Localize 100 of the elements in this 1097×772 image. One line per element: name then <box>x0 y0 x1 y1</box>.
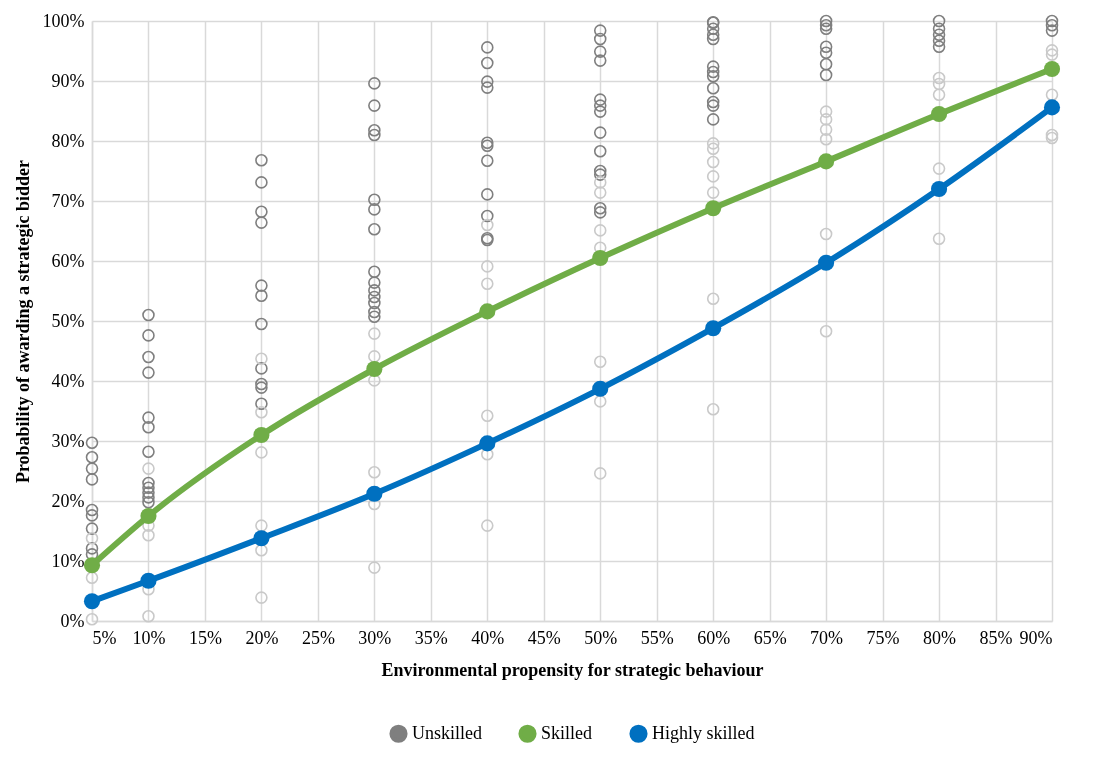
x-tick-label: 20% <box>245 627 279 648</box>
x-tick-label: 60% <box>697 627 731 648</box>
point <box>366 485 383 502</box>
point <box>255 543 268 557</box>
y-tick-label: 30% <box>51 430 85 451</box>
point <box>931 105 948 123</box>
x-tick-label: 15% <box>188 627 222 648</box>
x-axis-title: Environmental propensity for strategic behaviour <box>381 659 764 680</box>
x-tick-label: 10% <box>132 627 166 648</box>
point <box>593 176 607 189</box>
point <box>706 292 720 306</box>
point <box>1045 88 1059 102</box>
point <box>593 467 607 480</box>
y-tick-label: 100% <box>42 10 85 31</box>
point <box>593 224 607 237</box>
point <box>592 249 609 267</box>
y-tick-label: 20% <box>51 490 85 511</box>
point <box>142 528 155 542</box>
point <box>593 186 607 199</box>
x-tick-label: 75% <box>866 627 900 648</box>
legend-label: Highly skilled <box>652 722 755 743</box>
x-tick-label: 40% <box>471 627 505 648</box>
point <box>1045 48 1059 61</box>
y-tick-label: 0% <box>60 610 85 631</box>
point <box>140 572 157 589</box>
point <box>705 200 722 217</box>
legend-label: Skilled <box>541 722 593 743</box>
point <box>85 571 99 585</box>
y-tick-label: 40% <box>51 370 85 391</box>
point <box>479 303 496 320</box>
point <box>83 557 101 574</box>
point <box>255 446 268 459</box>
point <box>479 435 496 452</box>
point <box>368 327 381 340</box>
y-tick-label: 90% <box>51 70 85 91</box>
point <box>819 105 833 118</box>
point <box>255 519 268 532</box>
y-tick-label: 80% <box>51 130 85 151</box>
legend-label: Unskilled <box>412 722 482 743</box>
x-tick-label: 25% <box>301 627 335 648</box>
point <box>932 162 946 175</box>
point <box>705 320 722 337</box>
point <box>819 132 833 146</box>
point <box>932 71 946 85</box>
point <box>142 462 155 475</box>
point <box>481 260 494 273</box>
point <box>706 186 720 199</box>
y-tick-label: 50% <box>51 310 85 331</box>
point <box>932 77 946 91</box>
point <box>481 519 494 532</box>
y-tick-label: 70% <box>51 190 85 211</box>
point <box>366 360 383 378</box>
x-tick-label: 80% <box>923 627 957 648</box>
x-tick-label: 85% <box>979 627 1013 648</box>
y-tick-label: 10% <box>51 550 85 571</box>
point <box>819 123 833 136</box>
point <box>932 232 946 246</box>
x-tick-label: 70% <box>810 627 844 648</box>
point <box>706 137 720 150</box>
point <box>368 350 381 363</box>
point <box>255 591 268 604</box>
point <box>706 155 720 169</box>
x-tick-label: 50% <box>584 627 618 648</box>
point <box>1043 99 1061 116</box>
point <box>932 88 946 102</box>
point <box>368 465 381 479</box>
point <box>592 380 609 397</box>
point <box>481 218 494 232</box>
point <box>368 561 381 574</box>
point <box>818 153 835 170</box>
point <box>818 254 835 271</box>
x-tick-label: 35% <box>414 627 448 648</box>
x-tick-label: 90% <box>1019 627 1053 648</box>
point <box>140 507 157 525</box>
x-tick-label: 45% <box>527 627 561 648</box>
x-tick-label: 55% <box>640 627 674 648</box>
x-tick-label: 5% <box>92 627 117 648</box>
point <box>83 593 101 610</box>
point <box>255 405 268 419</box>
point <box>481 277 494 291</box>
point <box>931 180 948 198</box>
point <box>253 530 270 547</box>
point <box>706 170 720 183</box>
point <box>819 227 833 241</box>
y-tick-label: 60% <box>51 250 85 271</box>
point <box>593 395 607 408</box>
point <box>255 352 268 366</box>
x-tick-label: 30% <box>358 627 392 648</box>
point <box>593 355 607 369</box>
point <box>706 142 720 156</box>
point <box>819 324 833 338</box>
point <box>85 531 99 545</box>
point <box>1045 44 1059 57</box>
point <box>481 409 494 423</box>
point <box>706 402 720 416</box>
y-axis-title: Probability of awarding a strategic bidder <box>12 159 33 484</box>
point <box>253 426 270 444</box>
point <box>85 612 99 626</box>
point <box>819 113 833 126</box>
point <box>142 609 155 623</box>
